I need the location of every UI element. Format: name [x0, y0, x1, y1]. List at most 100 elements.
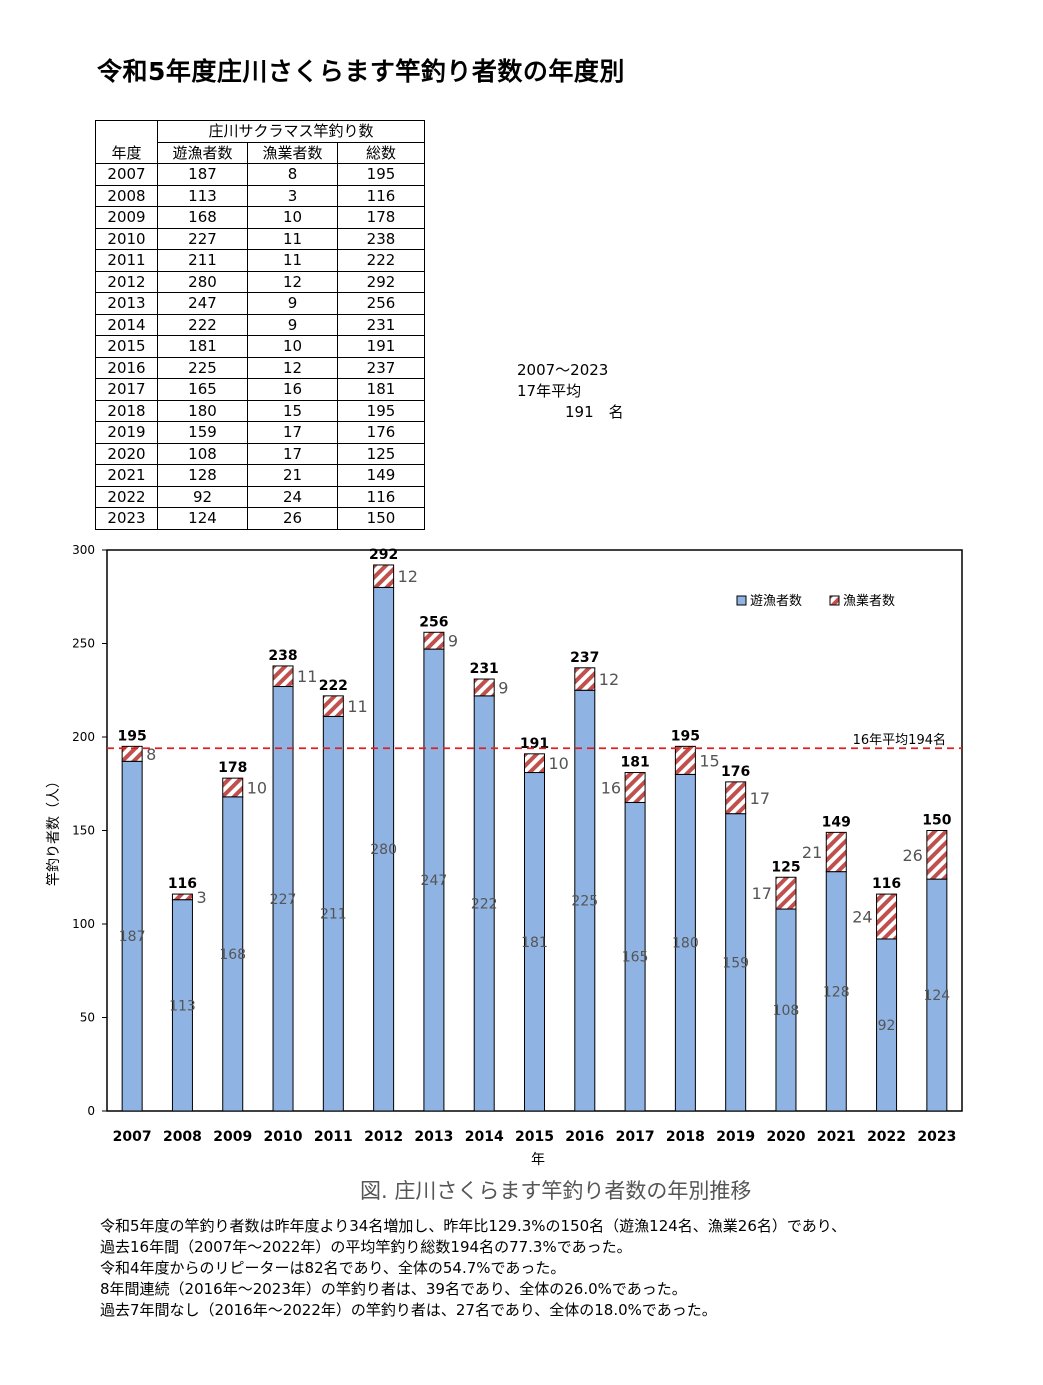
cell-recreational: 180: [157, 399, 248, 422]
cell-fishery: 11: [247, 227, 338, 250]
cell-recreational: 222: [157, 313, 248, 336]
table-row: 2014 222 9 231: [95, 313, 425, 336]
data-label-recreational: 280: [370, 842, 397, 858]
x-tick-label: 2012: [364, 1129, 403, 1145]
summary-line-3: 令和4年度からのリピーターは82名であり、全体の54.7%であった。: [100, 1259, 566, 1277]
cell-fishery: 26: [247, 507, 338, 530]
bar-fishery: [775, 876, 797, 910]
cell-recreational: 128: [157, 464, 248, 487]
cell-total: 195: [337, 399, 425, 422]
bar-fishery: [121, 745, 143, 762]
data-label-recreational: 124: [923, 988, 950, 1004]
cell-year: 2013: [95, 292, 158, 315]
table-body: 2007 187 8 195 2008 113 3 116 2009 168 10 178 2010 22…: [95, 163, 425, 530]
x-tick-label: 2010: [264, 1129, 303, 1145]
y-tick-label: 0: [87, 1104, 95, 1118]
summary-line-2: 過去16年間（2007年～2022年）の平均竿釣り総数194名の77.3%であっ…: [100, 1238, 632, 1256]
cell-total: 222: [337, 249, 425, 272]
cell-total: 150: [337, 507, 425, 530]
cell-total: 292: [337, 270, 425, 293]
cell-year: 2017: [95, 378, 158, 401]
table-row: 2011 211 11 222: [95, 249, 425, 272]
cell-recreational: 187: [157, 163, 248, 186]
data-label-total: 125: [771, 859, 800, 875]
cell-total: 125: [337, 442, 425, 465]
bar-fishery: [825, 831, 847, 873]
cell-fishery: 12: [247, 270, 338, 293]
data-label-fishery: 10: [549, 754, 569, 773]
cell-year: 2011: [95, 249, 158, 272]
x-tick-label: 2013: [414, 1129, 453, 1145]
x-tick-label: 2009: [213, 1129, 252, 1145]
average-note: 2007～2023 17年平均 191 名: [517, 360, 624, 423]
x-tick-label: 2020: [766, 1129, 805, 1145]
data-label-total: 238: [268, 648, 297, 664]
cell-recreational: 280: [157, 270, 248, 293]
cell-year: 2020: [95, 442, 158, 465]
table-row: 2008 113 3 116: [95, 184, 425, 207]
bar-fishery: [674, 745, 696, 775]
cell-fishery: 9: [247, 313, 338, 336]
table-row: 2020 108 17 125: [95, 442, 425, 465]
summary-line-5: 過去7年間なし（2016年～2022年）の竿釣り者は、27名であり、全体の18.…: [100, 1301, 717, 1319]
data-label-recreational: 108: [773, 1003, 800, 1019]
bar-fishery: [171, 893, 193, 901]
data-label-fishery: 16: [601, 778, 621, 797]
cell-year: 2021: [95, 464, 158, 487]
data-label-recreational: 92: [878, 1018, 896, 1034]
summary-line-1: 令和5年度の竿釣り者数は昨年度より34名増加し、昨年比129.3%の150名（遊…: [100, 1217, 847, 1235]
data-label-total: 256: [419, 614, 448, 630]
y-tick-label: 250: [72, 637, 95, 651]
y-tick-label: 50: [80, 1011, 95, 1025]
page-title: 令和5年度庄川さくらます竿釣り者数の年度別: [97, 57, 625, 86]
cell-total: 231: [337, 313, 425, 336]
y-tick-label: 100: [72, 917, 95, 931]
data-label-recreational: 222: [471, 896, 498, 912]
cell-fishery: 24: [247, 485, 338, 508]
cell-year: 2014: [95, 313, 158, 336]
cell-recreational: 124: [157, 507, 248, 530]
table-header-row: 年度 遊漁者数 漁業者数 総数: [95, 141, 425, 164]
cell-year: 2008: [95, 184, 158, 207]
y-tick-label: 300: [72, 543, 95, 557]
bar-fishery: [624, 772, 646, 803]
data-label-recreational: 159: [722, 955, 749, 971]
table-row: 2017 165 16 181: [95, 378, 425, 401]
cell-fishery: 9: [247, 292, 338, 315]
data-label-total: 181: [620, 755, 649, 771]
column-header-total: 総数: [337, 141, 425, 164]
data-label-total: 222: [319, 678, 348, 694]
table-group-header: 庄川サクラマス竿釣り数: [157, 120, 425, 143]
cell-fishery: 16: [247, 378, 338, 401]
legend-swatch-fishery: [829, 595, 840, 606]
bar-fishery: [222, 777, 244, 798]
figure-caption: 図. 庄川さくらます竿釣り者数の年別推移: [360, 1179, 752, 1203]
table-row: 2016 225 12 237: [95, 356, 425, 379]
table-row: 2023 124 26 150: [95, 507, 425, 530]
data-label-total: 116: [872, 876, 901, 892]
x-tick-label: 2019: [716, 1129, 755, 1145]
table-row: 2010 227 11 238: [95, 227, 425, 250]
table-row: 2009 168 10 178: [95, 206, 425, 229]
data-label-fishery: 24: [852, 908, 872, 927]
table-corner-cell: [95, 120, 158, 142]
cell-fishery: 10: [247, 206, 338, 229]
data-label-fishery: 17: [750, 789, 770, 808]
data-label-fishery: 8: [146, 745, 156, 764]
bar-fishery: [524, 753, 545, 774]
data-label-recreational: 180: [672, 936, 699, 952]
table-row: 2007 187 8 195: [95, 163, 425, 186]
data-label-total: 176: [721, 764, 750, 780]
cell-recreational: 92: [157, 485, 248, 508]
cell-year: 2019: [95, 421, 158, 444]
data-label-fishery: 10: [247, 778, 267, 797]
bars-group: [121, 564, 948, 1112]
table-group-header-row: 庄川サクラマス竿釣り数: [95, 120, 425, 143]
cell-total: 178: [337, 206, 425, 229]
cell-recreational: 168: [157, 206, 248, 229]
column-header-fishery: 漁業者数: [247, 141, 338, 164]
data-label-fishery: 17: [752, 884, 772, 903]
table-row: 2018 180 15 195: [95, 399, 425, 422]
cell-total: 181: [337, 378, 425, 401]
